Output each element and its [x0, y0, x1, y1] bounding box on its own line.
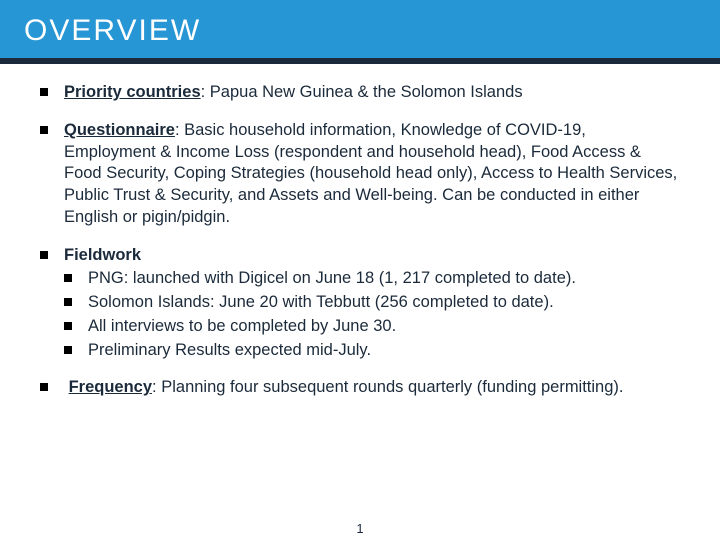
bullet-label: Frequency: [69, 378, 152, 396]
title-bar: OVERVIEW: [0, 0, 720, 64]
bullet-text: : Papua New Guinea & the Solomon Islands: [201, 83, 523, 101]
sub-item: Preliminary Results expected mid-July.: [64, 340, 680, 362]
bullet-priority-countries: Priority countries: Papua New Guinea & t…: [40, 82, 680, 104]
slide: OVERVIEW Priority countries: Papua New G…: [0, 0, 720, 540]
bullet-text: : Planning four subsequent rounds quarte…: [152, 378, 623, 396]
bullet-label: Questionnaire: [64, 121, 175, 139]
bullet-questionnaire: Questionnaire: Basic household informati…: [40, 120, 680, 229]
bullet-fieldwork: Fieldwork PNG: launched with Digicel on …: [40, 245, 680, 362]
sub-item: All interviews to be completed by June 3…: [64, 316, 680, 338]
bullet-label: Fieldwork: [64, 246, 141, 264]
bullet-label: Priority countries: [64, 83, 201, 101]
slide-body: Priority countries: Papua New Guinea & t…: [0, 64, 720, 399]
fieldwork-sublist: PNG: launched with Digicel on June 18 (1…: [64, 268, 680, 361]
bullet-frequency: Frequency: Planning four subsequent roun…: [40, 377, 680, 399]
sub-item: Solomon Islands: June 20 with Tebbutt (2…: [64, 292, 680, 314]
page-number: 1: [356, 521, 363, 536]
slide-title: OVERVIEW: [24, 14, 696, 48]
sub-item: PNG: launched with Digicel on June 18 (1…: [64, 268, 680, 290]
bullet-list: Priority countries: Papua New Guinea & t…: [40, 82, 680, 399]
